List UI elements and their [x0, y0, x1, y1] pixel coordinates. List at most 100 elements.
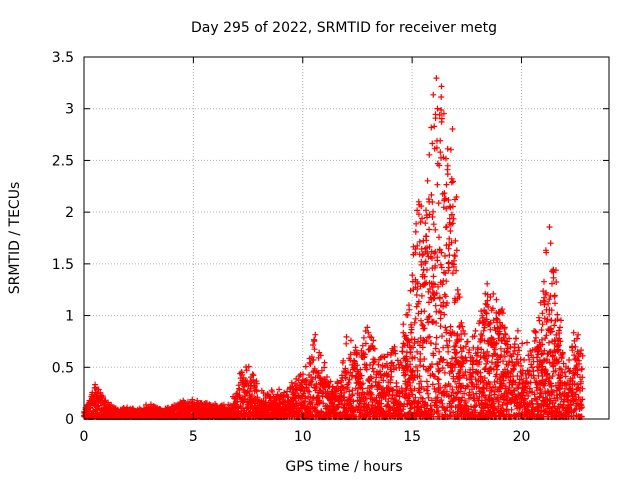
- data-point: [387, 377, 394, 383]
- data-point: [504, 348, 511, 355]
- data-point: [430, 273, 437, 280]
- data-point: [413, 220, 420, 227]
- data-point: [368, 375, 375, 382]
- data-point: [500, 358, 506, 365]
- data-point: [483, 360, 490, 367]
- data-point: [400, 321, 407, 328]
- data-point: [477, 373, 484, 380]
- data-point: [499, 402, 506, 408]
- data-point: [476, 359, 483, 365]
- data-point: [449, 270, 456, 277]
- data-point: [454, 349, 460, 356]
- data-point: [347, 351, 354, 358]
- data-point: [423, 338, 430, 345]
- data-point: [320, 400, 327, 407]
- data-point: [438, 249, 445, 256]
- data-point: [462, 368, 469, 375]
- data-point: [363, 366, 370, 373]
- data-point: [429, 255, 435, 262]
- data-point: [426, 243, 433, 250]
- data-point: [450, 178, 456, 185]
- data-point: [334, 380, 341, 387]
- data-point: [487, 294, 494, 300]
- x-tick-label: 15: [403, 429, 421, 445]
- data-point: [429, 199, 436, 205]
- data-point: [335, 401, 342, 408]
- data-point: [340, 357, 347, 364]
- grid-lines: [84, 57, 609, 419]
- data-point: [443, 205, 450, 212]
- data-point: [364, 324, 371, 331]
- data-point: [493, 296, 500, 303]
- data-point: [432, 248, 439, 255]
- data-point: [506, 358, 513, 365]
- data-point: [406, 306, 413, 313]
- data-point: [418, 261, 425, 268]
- data-point: [409, 272, 416, 279]
- data-point: [426, 151, 433, 158]
- data-point: [480, 327, 487, 334]
- data-point: [438, 115, 445, 122]
- data-point: [475, 349, 481, 356]
- data-point: [463, 375, 470, 382]
- data-point: [437, 137, 444, 144]
- data-point: [504, 338, 511, 345]
- data-point: [417, 219, 424, 226]
- data-point: [499, 338, 506, 344]
- data-point: [392, 398, 399, 404]
- data-point: [350, 398, 357, 405]
- data-point: [446, 408, 453, 415]
- data-point: [389, 359, 395, 366]
- data-point: [447, 323, 454, 330]
- data-point: [436, 294, 443, 301]
- data-point: [418, 404, 425, 411]
- data-point: [435, 376, 442, 383]
- data-point: [252, 384, 258, 390]
- data-point: [445, 348, 452, 355]
- data-point: [435, 368, 442, 375]
- data-point: [407, 349, 414, 356]
- y-axis-label: SRMTID / TECUs: [7, 182, 23, 295]
- data-point: [515, 344, 522, 351]
- data-point: [390, 386, 396, 393]
- data-point: [514, 385, 521, 392]
- x-axis-label: GPS time / hours: [285, 459, 402, 475]
- data-point: [499, 306, 506, 313]
- data-point: [321, 359, 328, 366]
- data-point: [444, 359, 451, 366]
- data-point: [490, 336, 496, 343]
- data-point: [346, 376, 353, 383]
- data-point: [449, 211, 455, 218]
- data-point: [443, 223, 450, 230]
- data-point: [310, 342, 316, 348]
- data-point: [462, 354, 469, 361]
- data-point: [430, 352, 437, 359]
- data-point: [250, 372, 257, 379]
- data-point: [424, 250, 431, 257]
- data-point: [495, 399, 502, 405]
- data-point: [346, 388, 353, 395]
- data-point: [426, 333, 433, 340]
- data-point: [408, 387, 415, 394]
- data-point: [245, 363, 252, 370]
- data-point: [397, 359, 404, 366]
- y-tick-label: 3: [65, 102, 74, 118]
- data-point: [313, 383, 320, 390]
- data-point: [419, 252, 426, 259]
- data-point: [461, 330, 468, 337]
- data-point: [414, 242, 421, 249]
- data-point: [466, 389, 473, 396]
- data-point: [501, 353, 508, 360]
- data-point: [437, 261, 444, 268]
- data-point: [414, 348, 421, 355]
- data-point: [424, 214, 430, 221]
- data-point: [492, 341, 499, 347]
- data-point: [415, 298, 422, 305]
- data-point: [484, 297, 491, 304]
- data-point: [446, 252, 453, 259]
- data-point: [431, 281, 438, 288]
- data-points: [81, 75, 586, 420]
- data-point: [404, 312, 411, 318]
- data-point: [486, 321, 493, 327]
- data-point: [423, 207, 429, 214]
